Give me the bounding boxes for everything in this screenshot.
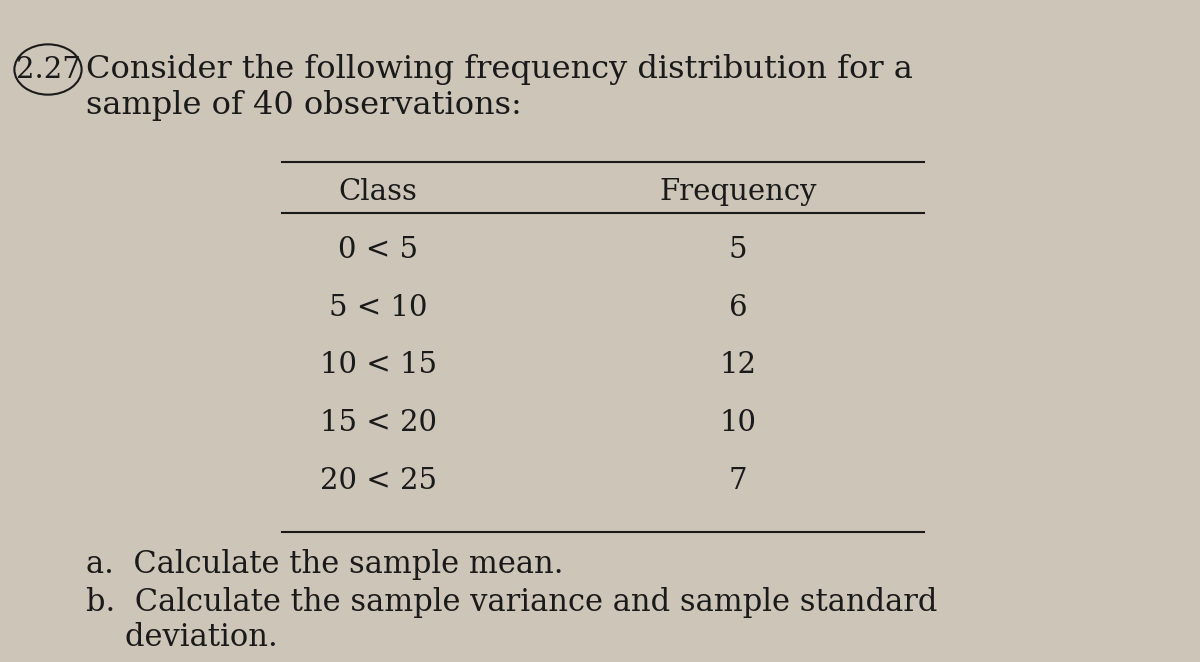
Text: sample of 40 observations:: sample of 40 observations: [86,91,522,121]
Text: 7: 7 [728,467,748,495]
Text: 15 < 20: 15 < 20 [319,409,437,437]
Text: 10 < 15: 10 < 15 [319,352,437,379]
Text: 5 < 10: 5 < 10 [329,294,427,322]
Text: 20 < 25: 20 < 25 [319,467,437,495]
Text: Class: Class [338,178,418,206]
Text: 2.27: 2.27 [16,56,80,83]
Text: Consider the following frequency distribution for a: Consider the following frequency distrib… [86,54,913,85]
Text: deviation.: deviation. [86,622,278,653]
Text: 6: 6 [728,294,748,322]
Text: b.  Calculate the sample variance and sample standard: b. Calculate the sample variance and sam… [86,587,937,618]
Text: 12: 12 [720,352,756,379]
Text: 0 < 5: 0 < 5 [338,236,418,264]
Text: 10: 10 [720,409,756,437]
Text: a.  Calculate the sample mean.: a. Calculate the sample mean. [86,549,564,579]
Text: 5: 5 [728,236,748,264]
Text: Frequency: Frequency [659,178,817,206]
